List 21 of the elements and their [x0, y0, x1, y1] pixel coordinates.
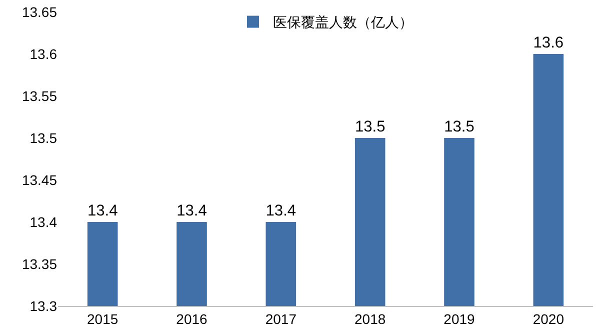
data-label: 13.6 [533, 34, 564, 52]
y-tick-label: 13.5 [30, 130, 58, 146]
data-label: 13.5 [444, 118, 474, 136]
y-tick-label: 13.35 [22, 256, 58, 272]
data-label: 13.4 [176, 202, 208, 220]
x-tick-label: 2020 [532, 310, 564, 327]
y-tick-label: 13.45 [22, 172, 58, 188]
y-tick-label: 13.6 [30, 46, 58, 62]
x-tick-label: 2019 [444, 310, 476, 327]
x-tick-label: 2018 [354, 310, 386, 327]
data-label: 13.4 [87, 202, 118, 220]
y-tick-label: 13.4 [30, 214, 58, 230]
x-tick-label: 2017 [265, 310, 297, 327]
y-tick-label: 13.3 [30, 298, 58, 314]
x-tick-label: 2016 [176, 310, 208, 327]
data-label: 13.4 [266, 202, 296, 220]
legend-label: 医保覆盖人数（亿人） [273, 14, 413, 30]
x-tick-label: 2015 [87, 310, 118, 327]
y-tick-label: 13.55 [22, 88, 58, 104]
data-label: 13.5 [354, 118, 386, 136]
y-tick-label: 13.65 [22, 4, 58, 20]
